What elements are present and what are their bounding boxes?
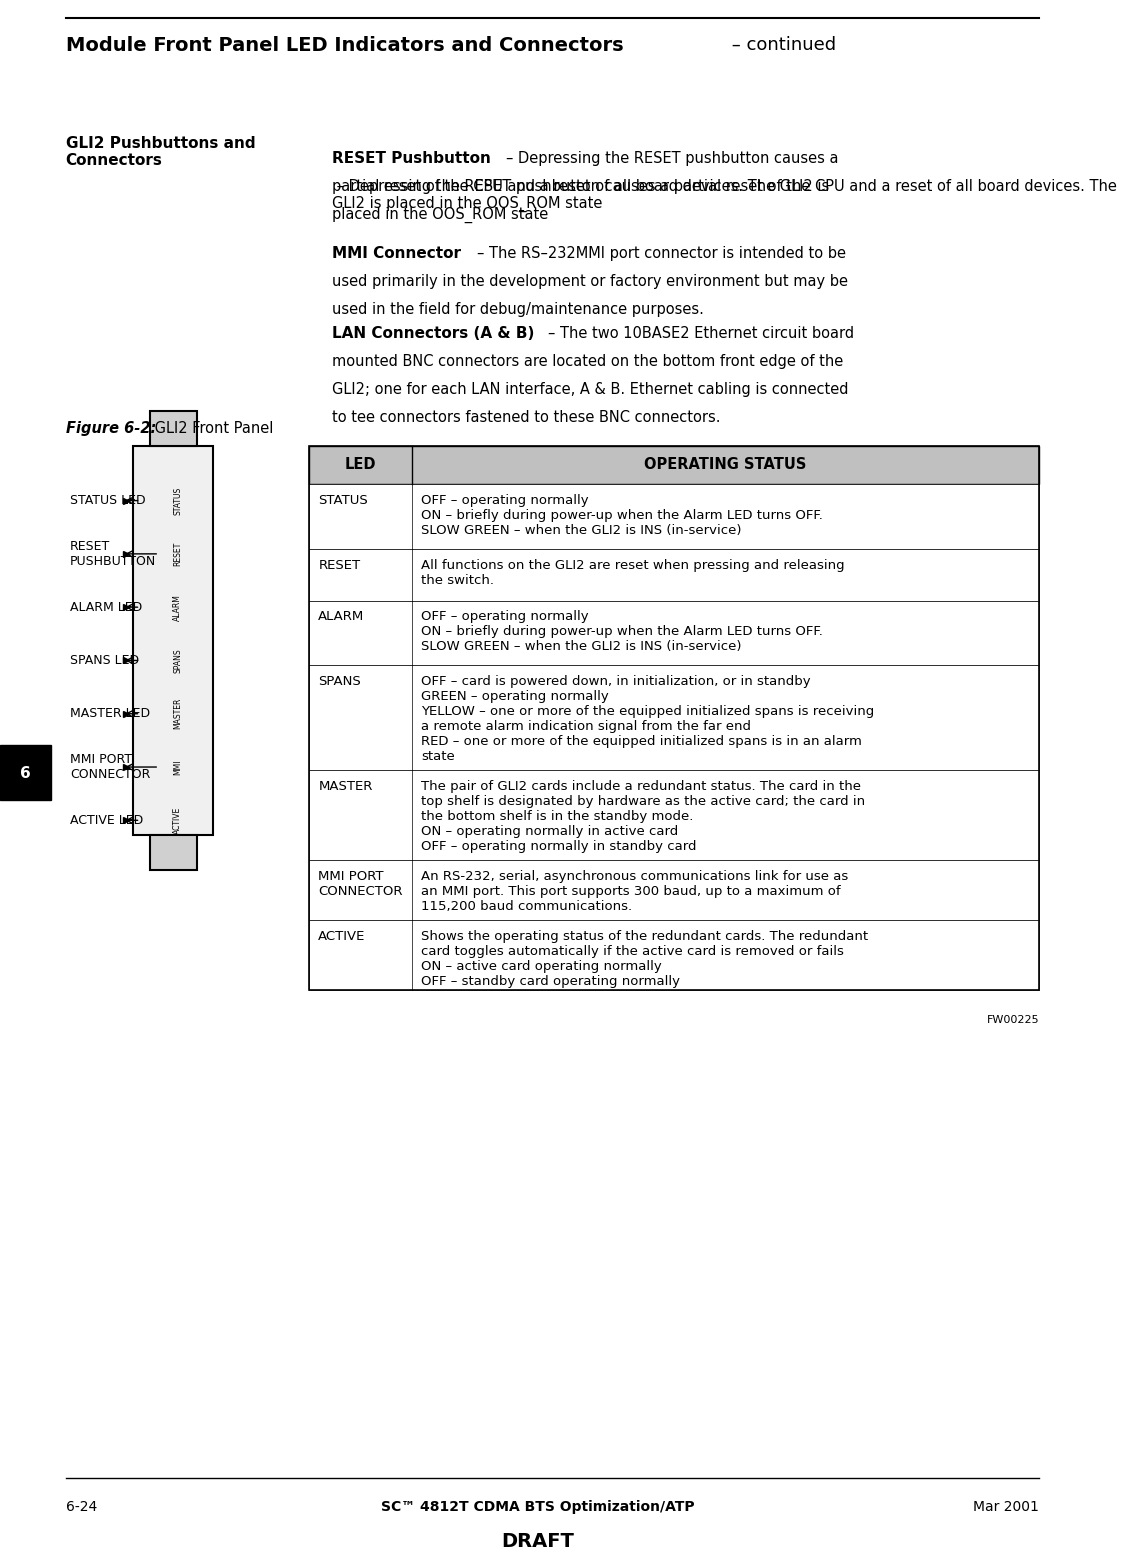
Bar [309,666,1039,770]
Text: GLI2 Front Panel: GLI2 Front Panel [149,420,273,436]
Text: MMI: MMI [173,759,183,775]
Text: SPANS: SPANS [173,649,183,672]
Text: OFF – operating normally
ON – briefly during power-up when the Alarm LED turns O: OFF – operating normally ON – briefly du… [421,610,823,654]
Text: – continued: – continued [726,36,836,54]
Text: SC™ 4812T CDMA BTS Optimization/ATP: SC™ 4812T CDMA BTS Optimization/ATP [381,1500,695,1514]
Text: OFF – card is powered down, in initialization, or in standby
GREEN – operating n: OFF – card is powered down, in initializ… [421,675,875,764]
Text: ALARM: ALARM [173,594,183,621]
Bar [0,745,52,800]
Bar [309,445,1039,990]
Text: OPERATING STATUS: OPERATING STATUS [644,457,807,471]
Text: partial reset of the CPU and a reset of all board devices. The GLI2 is: partial reset of the CPU and a reset of … [333,179,830,194]
Text: ACTIVE LED: ACTIVE LED [70,814,144,826]
Text: – Depressing the RESET pushbutton causes a: – Depressing the RESET pushbutton causes… [505,151,838,166]
Text: – Depressing the RESET pushbutton causes a partial reset of the CPU and a reset : – Depressing the RESET pushbutton causes… [333,179,1117,213]
Text: MMI PORT
CONNECTOR: MMI PORT CONNECTOR [70,753,150,781]
Text: MASTER: MASTER [173,699,183,730]
Text: RESET: RESET [318,559,360,571]
Bar [309,445,1039,484]
Text: Mar 2001: Mar 2001 [974,1500,1039,1514]
Text: – The two 10BASE2 Ethernet circuit board: – The two 10BASE2 Ethernet circuit board [548,325,854,341]
Text: SPANS: SPANS [318,675,362,688]
Text: RESET: RESET [173,541,183,566]
Bar [309,770,1039,860]
Bar [149,411,196,445]
Text: LED: LED [344,457,377,471]
Text: MASTER: MASTER [318,781,373,794]
Bar [309,484,1039,549]
Text: FW00225: FW00225 [986,1015,1039,1025]
Text: DRAFT: DRAFT [501,1531,574,1551]
Text: An RS-232, serial, asynchronous communications link for use as
an MMI port. This: An RS-232, serial, asynchronous communic… [421,870,848,913]
Bar [309,920,1039,990]
Text: 6-24: 6-24 [65,1500,96,1514]
Text: MMI Connector: MMI Connector [333,246,461,261]
Text: SPANS LED: SPANS LED [70,654,139,668]
Text: The pair of GLI2 cards include a redundant status. The card in the
top shelf is : The pair of GLI2 cards include a redunda… [421,781,866,853]
Text: ACTIVE: ACTIVE [173,806,183,834]
Text: – The RS–232MMI port connector is intended to be: – The RS–232MMI port connector is intend… [478,246,846,261]
Bar [309,549,1039,601]
Text: Figure 6-2:: Figure 6-2: [65,420,156,436]
Text: GLI2 Pushbuttons and
Connectors: GLI2 Pushbuttons and Connectors [65,135,255,168]
Text: MASTER LED: MASTER LED [70,708,150,720]
Text: All functions on the GLI2 are reset when pressing and releasing
the switch.: All functions on the GLI2 are reset when… [421,559,845,587]
Text: used in the field for debug/maintenance purposes.: used in the field for debug/maintenance … [333,302,704,317]
Text: ACTIVE: ACTIVE [318,930,366,943]
Bar [149,836,196,870]
Text: ALARM LED: ALARM LED [70,601,142,613]
Text: RESET Pushbutton: RESET Pushbutton [333,151,491,166]
Text: mounted BNC connectors are located on the bottom front edge of the: mounted BNC connectors are located on th… [333,353,844,369]
Text: STATUS: STATUS [318,493,369,507]
Bar [133,445,214,836]
Text: Shows the operating status of the redundant cards. The redundant
card toggles au: Shows the operating status of the redund… [421,930,868,988]
Text: used primarily in the development or factory environment but may be: used primarily in the development or fac… [333,274,848,289]
Text: Module Front Panel LED Indicators and Connectors: Module Front Panel LED Indicators and Co… [65,36,623,54]
Text: placed in the OOS_ROM state: placed in the OOS_ROM state [333,207,549,223]
Text: STATUS LED: STATUS LED [70,495,146,507]
Text: 6: 6 [21,766,31,781]
Text: RESET
PUSHBUTTON: RESET PUSHBUTTON [70,540,156,568]
Text: to tee connectors fastened to these BNC connectors.: to tee connectors fastened to these BNC … [333,409,721,425]
Text: ALARM: ALARM [318,610,365,624]
Text: LAN Connectors (A & B): LAN Connectors (A & B) [333,325,535,341]
Bar [309,860,1039,920]
Bar [309,601,1039,666]
Text: OFF – operating normally
ON – briefly during power-up when the Alarm LED turns O: OFF – operating normally ON – briefly du… [421,493,823,537]
Text: STATUS: STATUS [173,487,183,515]
Text: GLI2; one for each LAN interface, A & B. Ethernet cabling is connected: GLI2; one for each LAN interface, A & B.… [333,381,848,397]
Text: MMI PORT
CONNECTOR: MMI PORT CONNECTOR [318,870,403,898]
